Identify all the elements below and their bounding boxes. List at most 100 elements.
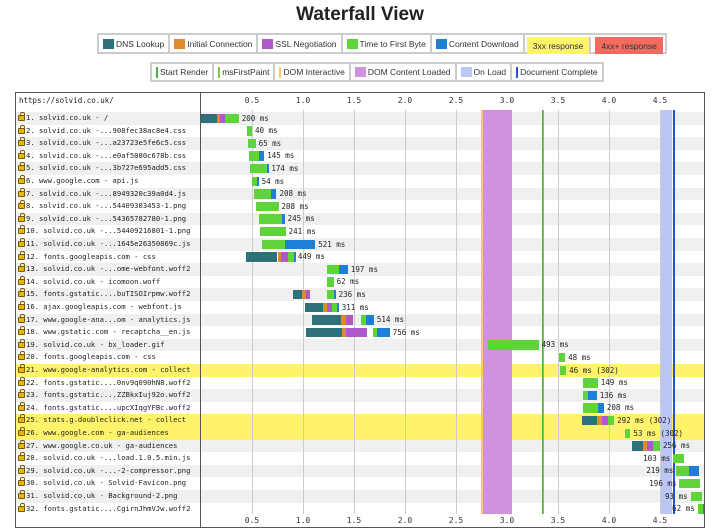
request-duration: 197 ms <box>350 264 378 274</box>
request-duration: 200 ms <box>241 113 269 123</box>
request-row-background <box>16 376 704 390</box>
bar-segment-ttfb <box>373 327 378 338</box>
request-row-background <box>16 301 704 314</box>
request-duration: 40 ms <box>255 126 278 136</box>
legend-item: On Load <box>457 64 513 80</box>
dom-content-loaded-band <box>480 110 513 514</box>
grid-line <box>354 110 355 514</box>
grid-line <box>660 110 661 514</box>
axis-tick-top: 1.0 <box>295 96 311 105</box>
request-row-background <box>16 263 704 276</box>
bar-segment-ttfb <box>607 415 615 426</box>
event-legend: Start Render msFirstPaint DOM Interactive D… <box>150 62 604 82</box>
bar-segment-download <box>293 252 296 262</box>
axis-tick-bottom: 2.5 <box>448 516 464 525</box>
request-row-background <box>16 364 704 377</box>
axis-tick-top: 4.0 <box>601 96 617 105</box>
lock-icon <box>18 238 25 247</box>
grid-line <box>456 110 457 514</box>
request-url: 29. solvid.co.uk -...-2-compressor.png <box>26 465 191 475</box>
request-url: 11. solvid.co.uk -...1645e26350869c.js <box>26 239 191 248</box>
legend-label: 4xx+ response <box>601 40 657 51</box>
request-url: 27. www.google.co.uk - ga-audiences <box>26 440 178 450</box>
legend-label: msFirstPaint <box>222 67 270 77</box>
bar-segment-download <box>267 163 270 174</box>
grid-line <box>405 110 406 514</box>
request-duration: 48 ms <box>568 352 591 362</box>
request-label: 3. solvid.co.uk -...a23723e5fe6c5.css <box>18 137 186 149</box>
request-url: 15. fonts.gstatic....buTISOIrpmw.woff2 <box>26 289 191 299</box>
request-label: 11. solvid.co.uk -...1645e26350869c.js <box>18 238 190 250</box>
legend-item: DOM Interactive <box>275 64 351 80</box>
request-url: 28. solvid.co.uk -...load.1.0.5.min.js <box>26 453 191 463</box>
request-duration: 62 ms <box>336 277 360 287</box>
bar-segment-download <box>338 264 348 275</box>
request-url: 22. fonts.gstatic....0nv9q090hN8.woff2 <box>26 377 191 387</box>
bar-segment-connect <box>323 302 327 313</box>
lock-icon <box>18 351 25 361</box>
bar-segment-ttfb <box>361 315 367 325</box>
legend-swatch <box>262 38 274 49</box>
request-duration: 241 ms <box>288 226 316 236</box>
request-row-background <box>16 427 704 440</box>
lock-icon <box>18 162 25 172</box>
axis-tick-bottom: 0.5 <box>244 516 260 525</box>
page-url: https://solvid.co.uk/ <box>19 96 114 105</box>
lock-icon <box>18 477 25 487</box>
lock-icon <box>18 464 25 474</box>
lock-icon <box>18 124 25 134</box>
bar-segment-ssl <box>646 441 653 451</box>
legend-swatch <box>218 66 221 78</box>
lock-icon <box>18 414 25 424</box>
bar-segment-ssl <box>601 415 608 426</box>
axis-tick-top: 2.0 <box>397 96 413 105</box>
request-label: 4. solvid.co.uk -...e0af5080c678b.css <box>18 149 186 162</box>
request-label: 12. fonts.googleapis.com - css <box>18 250 156 263</box>
bar-segment-connect <box>277 252 282 262</box>
on-load-band <box>661 110 673 514</box>
bar-segment-ttfb <box>249 163 268 174</box>
request-label: 22. fonts.gstatic....0nv9q090hN8.woff2 <box>18 376 191 389</box>
request-row-background <box>16 225 704 238</box>
bar-segment-download <box>257 176 260 187</box>
request-duration: 46 ms (302) <box>569 365 619 375</box>
bar-segment-dns <box>292 289 302 300</box>
request-url: 2. solvid.co.uk -...908fec38ac8e4.css <box>26 125 187 135</box>
bar-segment-ttfb <box>247 138 256 149</box>
bar-segment-download <box>333 289 336 300</box>
bar-segment-dns <box>312 315 341 325</box>
bar-segment-download <box>284 239 316 250</box>
bar-segment-ssl <box>326 302 332 313</box>
legend-swatch <box>279 66 282 78</box>
request-label: 21. www.google-analytics.com - collect <box>18 364 190 376</box>
legend-label: Content Download <box>448 38 519 49</box>
request-row-background <box>16 275 704 289</box>
bar-segment-ttfb <box>560 365 567 376</box>
lock-icon <box>18 263 25 273</box>
request-url: 8. solvid.co.uk -...54409303453-1.png <box>26 201 187 211</box>
bar-segment-download <box>688 466 699 476</box>
request-label: 5. solvid.co.uk -...3b727e695add5.css <box>18 162 186 174</box>
request-label: 15. fonts.gstatic....buTISOIrpmw.woff2 <box>18 288 190 300</box>
legend-swatch <box>156 66 158 78</box>
legend-swatch <box>346 38 358 49</box>
legend-item: Content Download <box>432 35 525 52</box>
lock-icon <box>18 225 25 235</box>
bar-segment-dns <box>245 252 278 262</box>
request-row-background <box>16 477 704 490</box>
axis-tick-bottom: 1.0 <box>295 516 311 525</box>
axis-tick-top: 2.5 <box>448 96 464 105</box>
bar-segment-download <box>259 151 265 161</box>
bar-segment-connect <box>341 327 346 338</box>
request-label: 17. www.google-ana...om - analytics.js <box>18 313 190 326</box>
request-label: 14. solvid.co.uk - icomoon.woff <box>18 275 160 288</box>
lock-icon <box>18 376 25 386</box>
bar-segment-ttfb <box>326 277 334 287</box>
grid-line <box>303 110 304 514</box>
lock-icon <box>18 187 25 197</box>
request-duration: 103 ms <box>643 453 671 463</box>
bar-segment-download <box>702 504 705 514</box>
lock-icon <box>18 288 25 298</box>
request-row-background <box>16 502 704 516</box>
request-url: 12. fonts.googleapis.com - css <box>26 251 156 261</box>
